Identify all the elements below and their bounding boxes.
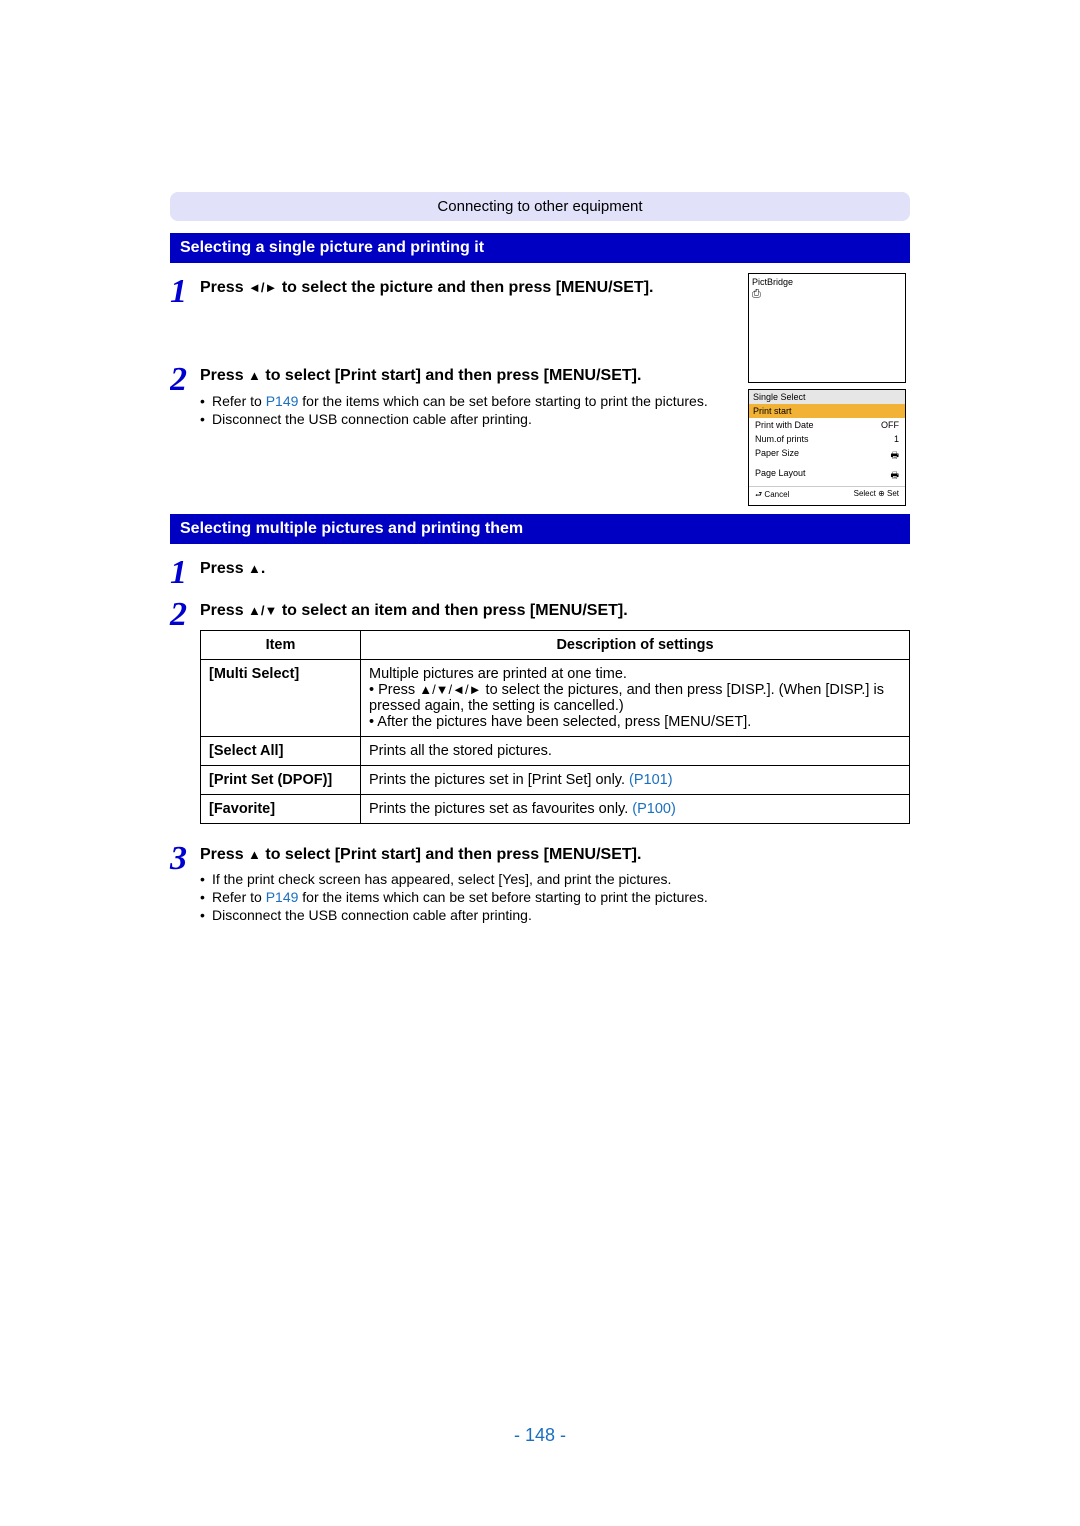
settings-table: Item Description of settings [Multi Sele…	[200, 630, 910, 824]
arrow-up-icon: ▲	[248, 847, 261, 862]
step-1: 1 Press ◄/► to select the picture and th…	[170, 273, 740, 309]
table-row: [Print Set (DPOF)] Prints the pictures s…	[201, 765, 910, 794]
arrow-up-icon: ▲	[248, 368, 261, 383]
breadcrumb: Connecting to other equipment	[170, 192, 910, 221]
page-number: - 148 -	[0, 1425, 1080, 1446]
step-title: Press ▲ to select [Print start] and then…	[200, 844, 910, 866]
desc-cell: Multiple pictures are printed at one tim…	[361, 659, 910, 736]
arrow-up-icon: ▲	[248, 561, 261, 576]
section-title-single: Selecting a single picture and printing …	[170, 233, 910, 263]
item-cell: [Print Set (DPOF)]	[201, 765, 361, 794]
menu-footer: ⮐ CancelSelect ⊕ Set	[749, 486, 905, 505]
step-2-multi: 2 Press ▲/▼ to select an item and then p…	[170, 596, 910, 834]
arrow-cross-icon: ▲/▼/◄/►	[419, 682, 481, 697]
col-item: Item	[201, 630, 361, 659]
page-link-p149[interactable]: P149	[266, 393, 299, 409]
step-number: 2	[170, 598, 200, 632]
step-1-multi: 1 Press ▲.	[170, 554, 910, 590]
illustration-column: PictBridge ⎙ Single Select Print start P…	[748, 273, 910, 506]
note: If the print check screen has appeared, …	[200, 871, 910, 887]
menu-row: Paper Size🖶	[749, 446, 905, 466]
step-title: Press ▲.	[200, 558, 910, 580]
print-menu-screen: Single Select Print start Print with Dat…	[748, 389, 906, 506]
desc-cell: Prints all the stored pictures.	[361, 736, 910, 765]
desc-cell: Prints the pictures set as favourites on…	[361, 794, 910, 823]
page-link-p100[interactable]: (P100)	[632, 801, 676, 817]
step-title: Press ▲ to select [Print start] and then…	[200, 365, 740, 387]
pictbridge-screen: PictBridge ⎙	[748, 273, 906, 383]
col-desc: Description of settings	[361, 630, 910, 659]
pictbridge-label: PictBridge	[752, 277, 793, 287]
table-row: [Select All] Prints all the stored pictu…	[201, 736, 910, 765]
item-cell: [Multi Select]	[201, 659, 361, 736]
menu-row: Print with DateOFF	[749, 418, 905, 432]
menu-highlight: Print start	[749, 404, 905, 418]
note: Refer to P149 for the items which can be…	[200, 393, 740, 409]
menu-title: Single Select	[749, 390, 905, 404]
step-number: 1	[170, 275, 200, 309]
item-cell: [Favorite]	[201, 794, 361, 823]
note: Disconnect the USB connection cable afte…	[200, 907, 910, 923]
page-link-p101[interactable]: (P101)	[629, 772, 673, 788]
page-link-p149[interactable]: P149	[266, 889, 299, 905]
step-title: Press ◄/► to select the picture and then…	[200, 277, 740, 299]
desc-cell: Prints the pictures set in [Print Set] o…	[361, 765, 910, 794]
table-header-row: Item Description of settings	[201, 630, 910, 659]
step-title: Press ▲/▼ to select an item and then pre…	[200, 600, 910, 622]
step-number: 3	[170, 842, 200, 876]
note: Refer to P149 for the items which can be…	[200, 889, 910, 905]
table-row: [Multi Select] Multiple pictures are pri…	[201, 659, 910, 736]
item-cell: [Select All]	[201, 736, 361, 765]
table-row: [Favorite] Prints the pictures set as fa…	[201, 794, 910, 823]
menu-row: Page Layout🖶	[749, 466, 905, 486]
note: Disconnect the USB connection cable afte…	[200, 411, 740, 427]
section-title-multiple: Selecting multiple pictures and printing…	[170, 514, 910, 544]
arrow-up-down-icon: ▲/▼	[248, 603, 277, 618]
step-number: 2	[170, 363, 200, 397]
step-number: 1	[170, 556, 200, 590]
step-2: 2 Press ▲ to select [Print start] and th…	[170, 361, 740, 429]
step-3-multi: 3 Press ▲ to select [Print start] and th…	[170, 840, 910, 926]
menu-row: Num.of prints1	[749, 432, 905, 446]
manual-page: Connecting to other equipment Selecting …	[0, 0, 1080, 1526]
arrow-left-right-icon: ◄/►	[248, 280, 277, 295]
pictbridge-icon: ⎙	[752, 288, 761, 300]
